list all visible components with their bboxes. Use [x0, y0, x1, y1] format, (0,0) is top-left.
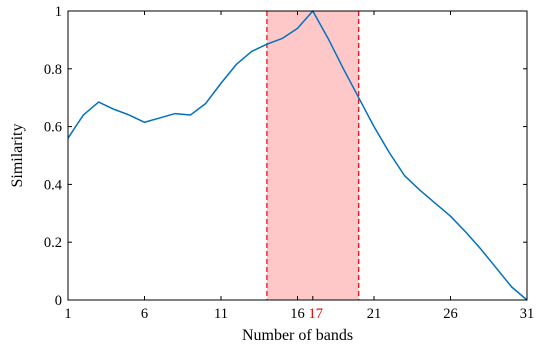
y-tick-label: 0	[55, 293, 62, 309]
x-tick-label: 6	[141, 306, 148, 322]
x-tick-label: 11	[214, 306, 228, 322]
highlight-band	[266, 11, 359, 300]
highlight-tick-label: 17	[309, 306, 324, 322]
x-tick-label: 21	[367, 306, 382, 322]
y-tick-label: 0.2	[44, 235, 62, 251]
y-tick-label: 1	[55, 4, 62, 20]
series-layer	[67, 10, 528, 301]
x-tick-label: 1	[64, 306, 71, 322]
highlight-band-layer	[266, 11, 360, 300]
x-axis-label: Number of bands	[242, 327, 353, 344]
x-tick-label: 26	[443, 306, 458, 322]
x-tick-label: 31	[520, 306, 535, 322]
y-axis-label: Similarity	[9, 124, 26, 188]
y-tick-label: 0.6	[44, 120, 62, 136]
series-line-0	[67, 10, 528, 301]
y-tick-label: 0.8	[44, 62, 62, 78]
y-tick-label: 0.4	[44, 177, 63, 193]
x-tick-label: 16	[290, 306, 305, 322]
